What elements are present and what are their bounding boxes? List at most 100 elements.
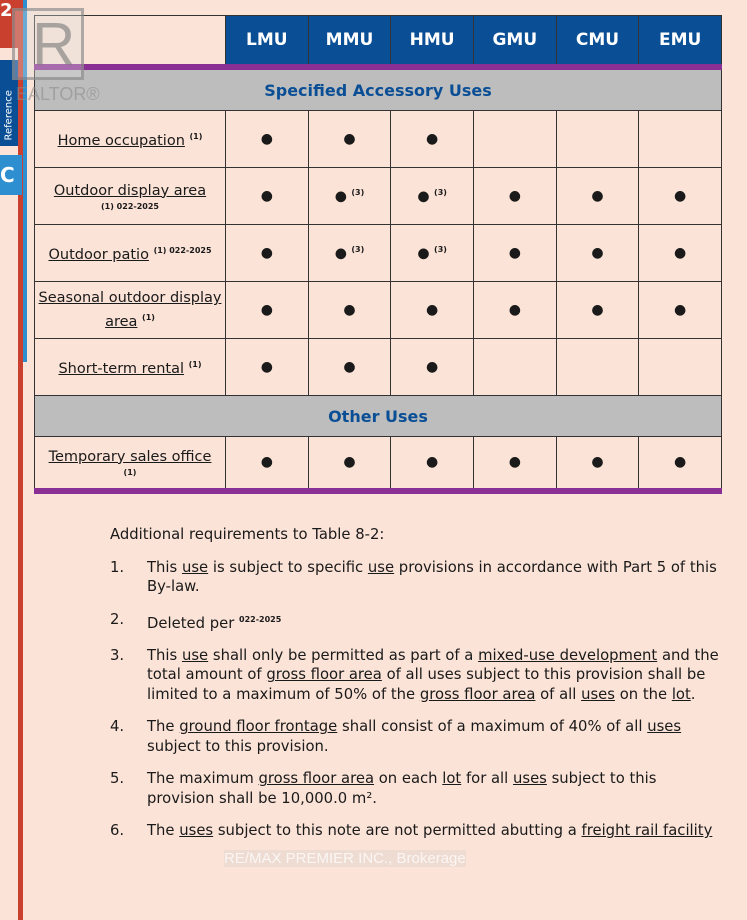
- defined-term-link[interactable]: uses: [647, 718, 682, 736]
- permission-cell: ●: [555, 436, 640, 494]
- use-name-link[interactable]: Home occupation: [57, 132, 185, 149]
- note-text-segment: Deleted per: [147, 614, 239, 632]
- use-name-link[interactable]: Short-term rental: [58, 360, 185, 377]
- table-row: Outdoor display area (1) 022-2025 ● ● (3) ● …: [34, 167, 722, 225]
- use-permissions-table: LMU MMU HMU GMU CMU EMU Specified Accessory U…: [34, 15, 722, 494]
- defined-term-link[interactable]: use: [367, 558, 395, 576]
- defined-term-link[interactable]: freight rail facility: [581, 822, 713, 840]
- permission-cell: ●: [638, 167, 722, 225]
- defined-term-link[interactable]: use: [181, 558, 209, 576]
- column-header-gmu: GMU: [472, 15, 557, 70]
- permitted-dot: ●: [426, 131, 439, 147]
- note-text-segment: subject to this provision shall be 10,00…: [147, 770, 657, 807]
- defined-term-link[interactable]: use: [181, 646, 209, 664]
- permission-cell: ●: [307, 436, 392, 494]
- permission-cell: ●: [225, 281, 309, 339]
- note-text: The maximum gross floor area on each lot…: [147, 769, 720, 808]
- permission-cell: ●: [555, 281, 640, 339]
- permission-footnote: (3): [351, 244, 365, 254]
- permitted-dot: ●: [591, 454, 604, 471]
- permission-cell: ●: [472, 281, 557, 339]
- permission-cell: ●: [225, 338, 309, 396]
- note-text-segment: shall only be permitted as part of a: [208, 646, 479, 664]
- note-item: 6. The uses subject to this note are not …: [110, 821, 720, 841]
- permission-cell: ●: [638, 436, 722, 494]
- table-row: Home occupation (1) ● ● ●: [34, 110, 722, 168]
- defined-term-link[interactable]: gross floor area: [419, 685, 536, 703]
- table-row: Temporary sales office (1) ● ● ● ● ● ●: [34, 436, 722, 494]
- defined-term-link[interactable]: uses: [512, 770, 547, 788]
- note-text: The uses subject to this note are not pe…: [147, 821, 712, 841]
- note-text: The ground floor frontage shall consist …: [147, 717, 720, 756]
- column-header-mmu: MMU: [307, 15, 392, 70]
- note-text: Deleted per 022-2025: [147, 610, 281, 633]
- table-row: Seasonal outdoor display area (1) ● ● ● ● ● ●: [34, 281, 722, 339]
- use-footnote-sub: (1): [123, 467, 137, 477]
- column-header-lmu: LMU: [225, 15, 309, 70]
- permission-cell: ●: [638, 224, 722, 282]
- use-cell: Temporary sales office (1): [34, 436, 226, 494]
- note-text-segment: .: [690, 685, 696, 703]
- permission-footnote: (3): [434, 187, 447, 197]
- permitted-dot: ●: [508, 454, 521, 471]
- use-cell: Home occupation (1): [34, 110, 226, 168]
- permission-cell: [638, 338, 722, 396]
- reference-tab[interactable]: Reference: [0, 60, 18, 146]
- permission-cell: ●: [307, 281, 392, 339]
- section-header: Other Uses: [34, 395, 722, 437]
- permission-cell: [555, 110, 640, 168]
- defined-term-link[interactable]: lot: [671, 685, 691, 703]
- permission-cell: ●: [225, 167, 309, 225]
- permission-cell: ●: [555, 167, 640, 225]
- note-text-segment: subject to this provision.: [147, 737, 329, 755]
- permitted-dot: ●: [426, 359, 439, 375]
- permission-cell: [555, 338, 640, 396]
- notes-intro: Additional requirements to Table 8-2:: [110, 526, 385, 543]
- permission-cell: ●: [390, 436, 474, 494]
- defined-term-link[interactable]: lot: [442, 770, 462, 788]
- column-header-cmu: CMU: [555, 15, 640, 70]
- permitted-dot: ●: [343, 359, 356, 375]
- use-name-link[interactable]: Outdoor patio: [48, 246, 149, 263]
- defined-term-link[interactable]: mixed-use development: [478, 646, 658, 664]
- permitted-dot: ●: [260, 188, 273, 204]
- note-text: This use shall only be permitted as part…: [147, 646, 720, 705]
- permitted-dot: ●: [343, 302, 356, 318]
- note-text-segment: The maximum: [147, 770, 259, 788]
- permitted-dot: ●: [674, 188, 687, 204]
- permitted-dot: ●: [334, 245, 347, 262]
- permission-cell: ●: [307, 338, 392, 396]
- permission-cell: ●: [390, 110, 474, 168]
- note-number: 1.: [110, 558, 125, 576]
- permitted-dot: ●: [674, 454, 687, 471]
- section-c-tab[interactable]: C: [0, 155, 22, 195]
- permitted-dot: ●: [508, 302, 521, 318]
- defined-term-link[interactable]: ground floor frontage: [179, 718, 338, 736]
- permitted-dot: ●: [343, 131, 356, 147]
- permitted-dot: ●: [260, 131, 273, 147]
- defined-term-link[interactable]: uses: [179, 822, 214, 840]
- note-number: 6.: [110, 822, 125, 840]
- note-item: 3. This use shall only be permitted as pa…: [110, 646, 720, 705]
- use-cell: Short-term rental (1): [34, 338, 226, 396]
- permitted-dot: ●: [260, 245, 273, 261]
- permission-cell: ● (3): [390, 224, 474, 282]
- use-footnote: (1): [142, 313, 155, 323]
- defined-term-link[interactable]: uses: [581, 685, 615, 703]
- use-name-link[interactable]: Seasonal outdoor display area: [38, 290, 222, 330]
- defined-term-link[interactable]: gross floor area: [266, 666, 382, 684]
- permission-footnote: (3): [434, 244, 447, 254]
- note-number: 3.: [110, 646, 125, 664]
- permission-cell: ●: [390, 281, 474, 339]
- defined-term-link[interactable]: gross floor area: [258, 770, 375, 788]
- use-name-link[interactable]: Outdoor display area: [53, 182, 207, 199]
- permitted-dot: ●: [508, 245, 521, 261]
- table-row: Outdoor patio (1) 022-2025 ● ● (3) ● (3) ● ● ●: [34, 224, 722, 282]
- permitted-dot: ●: [260, 302, 273, 318]
- use-name-link[interactable]: Temporary sales office: [48, 448, 212, 465]
- note-item: 2. Deleted per 022-2025: [110, 610, 720, 633]
- use-cell: Seasonal outdoor display area (1): [34, 281, 226, 339]
- note-text-segment: This: [147, 558, 182, 576]
- note-text-segment: and the total amount of: [147, 646, 719, 684]
- permitted-dot: ●: [591, 302, 604, 318]
